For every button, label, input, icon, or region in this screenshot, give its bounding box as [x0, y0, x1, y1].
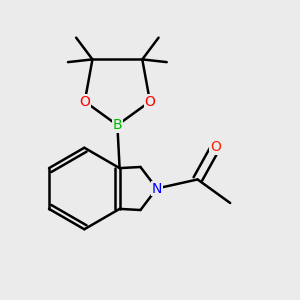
Text: O: O: [210, 140, 221, 154]
Text: O: O: [79, 94, 90, 109]
Text: B: B: [112, 118, 122, 132]
Text: N: N: [152, 182, 162, 196]
Text: O: O: [145, 94, 155, 109]
